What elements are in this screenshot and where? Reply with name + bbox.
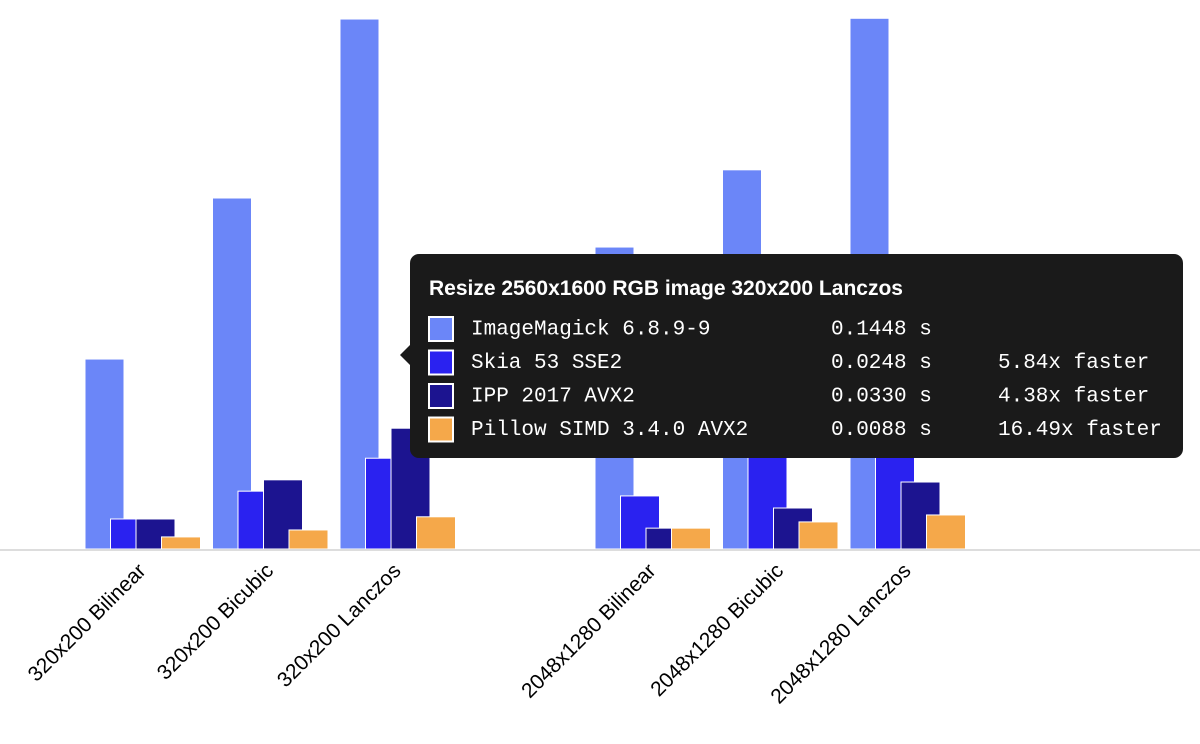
tooltip-series-name: Pillow SIMD 3.4.0 AVX2 — [471, 419, 748, 442]
tooltip-speedup: 4.38x faster — [998, 386, 1149, 409]
tooltip-series-name: Skia 53 SSE2 — [471, 352, 622, 375]
tooltip-time: 0.0088 s — [831, 419, 932, 442]
bar — [84, 358, 125, 550]
tooltip-swatch — [428, 349, 454, 376]
x-tick-label: 320x200 Bicubic — [153, 559, 278, 684]
x-tick-label: 2048x1280 Lanczos — [766, 559, 915, 708]
tooltip-box — [410, 254, 1183, 458]
tooltip-speedup: 5.84x faster — [998, 352, 1149, 375]
tooltip-swatch — [428, 416, 454, 443]
x-tick-label: 320x200 Bilinear — [24, 559, 151, 686]
tooltip-swatch — [428, 383, 454, 409]
bar — [671, 527, 711, 550]
tooltip-speedup: 16.49x faster — [998, 419, 1162, 442]
x-tick-label: 320x200 Lanczos — [273, 559, 406, 692]
tooltip-series-name: ImageMagick 6.8.9-9 — [471, 319, 710, 342]
bar — [416, 516, 456, 550]
tooltip-title: Resize 2560x1600 RGB image 320x200 Lancz… — [429, 277, 903, 300]
x-tick-label: 2048x1280 Bilinear — [517, 559, 660, 702]
tooltip-time: 0.0248 s — [831, 352, 932, 375]
bar — [288, 529, 329, 550]
bar — [161, 536, 201, 550]
tooltip: Resize 2560x1600 RGB image 320x200 Lancz… — [400, 254, 1183, 458]
tooltip-swatch — [428, 316, 454, 342]
tooltip-time: 0.0330 s — [831, 386, 932, 409]
x-tick-label: 2048x1280 Bicubic — [646, 559, 788, 701]
tooltip-series-name: IPP 2017 AVX2 — [471, 386, 635, 409]
bar — [926, 514, 966, 550]
bar — [798, 521, 839, 550]
tooltip-arrow — [400, 345, 410, 365]
tooltip-time: 0.1448 s — [831, 319, 932, 342]
